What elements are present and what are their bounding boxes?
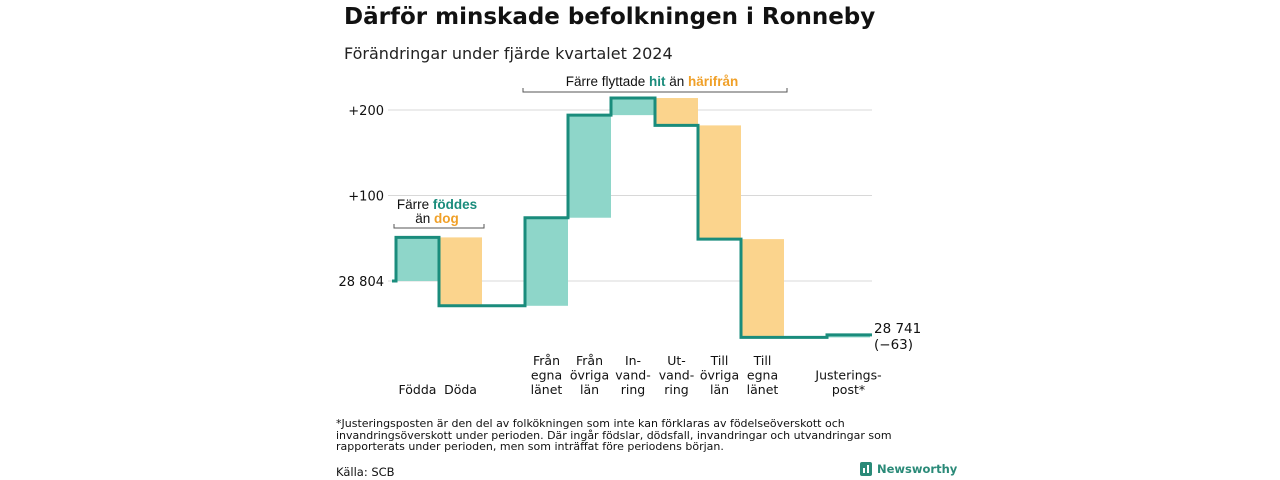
category-label-line: vand-	[659, 368, 694, 383]
category-label: Till övriga län	[700, 353, 739, 397]
migration-accent-in: hit	[649, 74, 666, 89]
category-label-line: Från	[533, 353, 560, 368]
line-layer	[392, 96, 872, 339]
brand-logo: Newsworthy	[860, 462, 957, 476]
category-label-line: ring	[664, 382, 688, 397]
category-label-line: egna	[747, 368, 778, 383]
migration-accent-out: härifrån	[688, 74, 738, 89]
category-label: Döda	[444, 382, 477, 397]
category-label-line: ring	[621, 382, 645, 397]
births-annotation-line1: Färre föddes	[397, 197, 477, 212]
newsworthy-logo-icon	[860, 462, 872, 476]
migration-mid: än	[665, 74, 688, 89]
category-label-line: länet	[747, 382, 779, 397]
category-label-line: Från	[576, 353, 603, 368]
bar-layer	[396, 98, 870, 338]
category-label: Till egna länet	[747, 353, 779, 397]
births-annotation-text: Färre	[397, 197, 433, 212]
category-label-line: övriga	[570, 368, 609, 383]
end-value: 28 741	[874, 321, 921, 337]
category-label-line: egna	[531, 368, 562, 383]
cumulative-line	[392, 96, 872, 339]
waterfall-bar	[741, 239, 784, 338]
category-label-line: län	[580, 382, 599, 397]
category-label-line: Till	[753, 353, 772, 368]
y-tick-label: +100	[348, 190, 384, 205]
births-annotation-line2: än dog	[415, 211, 459, 226]
category-label: Ut-vand-ring	[659, 353, 694, 397]
category-label-line: Justerings-	[814, 368, 881, 383]
category-label: Från övriga län	[570, 353, 609, 397]
category-label-line: post*	[832, 382, 865, 397]
waterfall-bar	[698, 125, 741, 240]
category-label-line: In-	[625, 353, 641, 368]
end-value-label: 28 741 (−63)	[874, 321, 921, 353]
waterfall-bar	[611, 98, 655, 116]
end-change: (−63)	[874, 337, 913, 353]
chart-title: Därför minskade befolkningen i Ronneby	[344, 4, 876, 30]
category-label-line: Ut-	[667, 353, 686, 368]
waterfall-bar	[439, 237, 482, 306]
chart-subtitle: Förändringar under fjärde kvartalet 2024	[344, 44, 673, 63]
category-label-line: vand-	[615, 368, 650, 383]
source-label: Källa: SCB	[336, 465, 395, 479]
category-label-line: län	[710, 382, 729, 397]
category-label-line: Till	[710, 353, 729, 368]
category-label: Justerings-post*	[814, 368, 881, 398]
category-label-line: övriga	[700, 368, 739, 383]
births-accent: föddes	[433, 197, 477, 212]
waterfall-bar	[568, 115, 611, 218]
y-tick-label: +200	[348, 104, 384, 119]
category-label-line: länet	[531, 382, 563, 397]
migration-bracket	[522, 88, 788, 93]
category-label-line: Födda	[399, 382, 437, 397]
category-label-line: Döda	[444, 382, 477, 397]
waterfall-bar	[525, 217, 568, 306]
migration-annotation: Färre flyttade hit än härifrån	[566, 74, 739, 89]
deaths-accent: dog	[434, 211, 459, 226]
migration-text: Färre flyttade	[566, 74, 649, 89]
brand-name: Newsworthy	[877, 462, 958, 476]
category-label: Födda	[399, 382, 437, 397]
births-bracket	[393, 224, 485, 229]
footnote: *Justeringsposten är den del av folkökni…	[336, 417, 892, 453]
births-annotation-text2: än	[415, 211, 434, 226]
y-tick-label: 28 804	[339, 275, 385, 290]
waterfall-bar	[655, 98, 698, 126]
waterfall-bar	[396, 237, 439, 281]
category-label: Från egna länet	[531, 353, 563, 397]
category-label: In-vand-ring	[615, 353, 650, 397]
